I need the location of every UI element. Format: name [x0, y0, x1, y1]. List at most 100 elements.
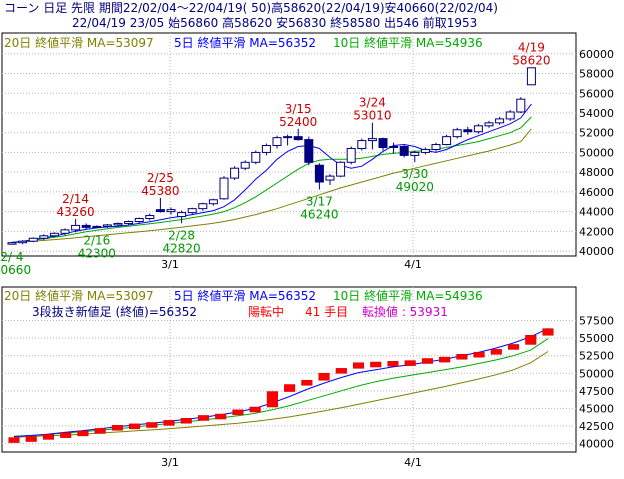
annotation-line: 2/25 — [147, 171, 174, 185]
annotation-line: 52400 — [279, 115, 317, 129]
candle — [526, 67, 536, 86]
y-tick-label: 42500 — [579, 420, 614, 433]
candle — [49, 232, 59, 237]
break-brick — [94, 428, 106, 434]
break-brick — [473, 351, 485, 358]
legend-ma20: 20日 終値平滑 MA=53097 — [4, 35, 154, 50]
annotation-line: 3/24 — [359, 96, 386, 110]
break-brick — [77, 430, 89, 437]
y-tick-label: 47500 — [579, 385, 614, 398]
break-brick — [42, 434, 55, 440]
annotation-line: 40660 — [0, 263, 31, 277]
x-tick-label: 4/1 — [404, 258, 422, 271]
title-line-1: コーン 日足 先限 期間22/02/04～22/04/19( 50)高58620… — [4, 0, 498, 15]
annotation-line: 49020 — [396, 180, 434, 194]
annotation-line: 2/ 4 — [0, 250, 23, 264]
break-info: 3段抜き新値足 (終値)=56352 陽転中 41 手目 転換値 : 53931 — [32, 304, 448, 319]
candle — [102, 224, 112, 227]
candle — [346, 147, 356, 163]
break-ma10-line — [13, 338, 549, 437]
candle — [145, 215, 155, 220]
break-brick — [525, 335, 537, 345]
y-tick-label: 56000 — [579, 87, 614, 100]
candle — [155, 209, 165, 213]
break-brick — [301, 380, 313, 386]
break-brick — [439, 356, 451, 363]
break-brick — [507, 344, 520, 350]
candle — [420, 148, 430, 153]
annotation-line: 2/14 — [62, 192, 89, 206]
x-tick-label: 3/1 — [161, 258, 179, 271]
candle — [484, 122, 494, 127]
price-annotation: 3/17 46240 — [300, 195, 338, 222]
candle — [473, 125, 483, 133]
break-ma5-line — [13, 328, 549, 437]
annotation-line: 46240 — [300, 208, 338, 222]
candle — [442, 136, 452, 146]
candle — [208, 199, 218, 205]
candle — [71, 224, 81, 231]
info-count: 41 手目 — [305, 305, 348, 319]
candle — [18, 240, 28, 244]
candle — [314, 164, 324, 183]
candle — [177, 212, 187, 218]
y-tick-label: 54000 — [579, 107, 614, 120]
candle — [28, 237, 38, 242]
y-tick-label: 55000 — [579, 332, 614, 345]
candle — [378, 138, 388, 148]
candle — [134, 218, 144, 222]
candle — [39, 235, 49, 239]
candle — [219, 177, 229, 200]
price-annotation: 4/19 58620 — [512, 40, 550, 67]
candle — [81, 224, 91, 228]
break-brick — [146, 422, 158, 428]
candle — [357, 140, 367, 149]
candle — [304, 139, 314, 163]
legend-ma10: 10日 終値平滑 MA=54936 — [333, 288, 483, 303]
break-brick — [284, 384, 296, 392]
candle — [124, 220, 134, 224]
break-brick — [352, 362, 365, 369]
price-annotation: 2/16 42300 — [78, 233, 116, 260]
header: コーン 日足 先限 期間22/02/04～22/04/19( 50)高58620… — [4, 0, 498, 30]
candle — [452, 129, 462, 138]
candle — [336, 161, 346, 177]
break-brick — [25, 436, 37, 442]
candle — [166, 209, 176, 213]
ma10-line — [11, 116, 532, 243]
candle — [367, 138, 377, 142]
y-tick-label: 40000 — [579, 438, 614, 451]
annotation-line: 2/16 — [83, 233, 110, 247]
candle — [60, 229, 70, 234]
annotation-line: 58620 — [512, 53, 550, 67]
info-label: 3段抜き新値足 (終値)=56352 — [32, 304, 197, 319]
candle — [92, 225, 102, 228]
break-brick — [249, 406, 261, 413]
plot-frame — [1, 286, 577, 453]
break-brick — [387, 361, 399, 367]
break-brick — [8, 437, 20, 443]
break-brick — [490, 349, 502, 355]
candle — [240, 161, 250, 169]
x-tick-label: 4/1 — [404, 456, 422, 469]
candle — [293, 136, 303, 141]
break-brick — [456, 354, 468, 360]
break-brick — [129, 423, 141, 430]
candle — [251, 151, 261, 163]
legend-ma10: 10日 終値平滑 MA=54936 — [333, 35, 483, 50]
candle — [431, 144, 441, 150]
break-brick — [318, 373, 330, 381]
annotation-line: 53010 — [353, 109, 391, 123]
y-tick-label: 40000 — [579, 245, 614, 258]
annotation-line: 42300 — [78, 246, 116, 260]
ma20-line — [11, 128, 532, 243]
break-brick — [197, 415, 210, 421]
candle — [261, 145, 271, 153]
annotation-line: 3/17 — [306, 195, 333, 209]
three-line-break-panel: 20日 終値平滑 MA=53097 5日 終値平滑 MA=56352 10日 終値平… — [1, 286, 614, 469]
y-tick-label: 52000 — [579, 127, 614, 140]
candle — [283, 136, 293, 139]
y-tick-label: 42000 — [579, 225, 614, 238]
